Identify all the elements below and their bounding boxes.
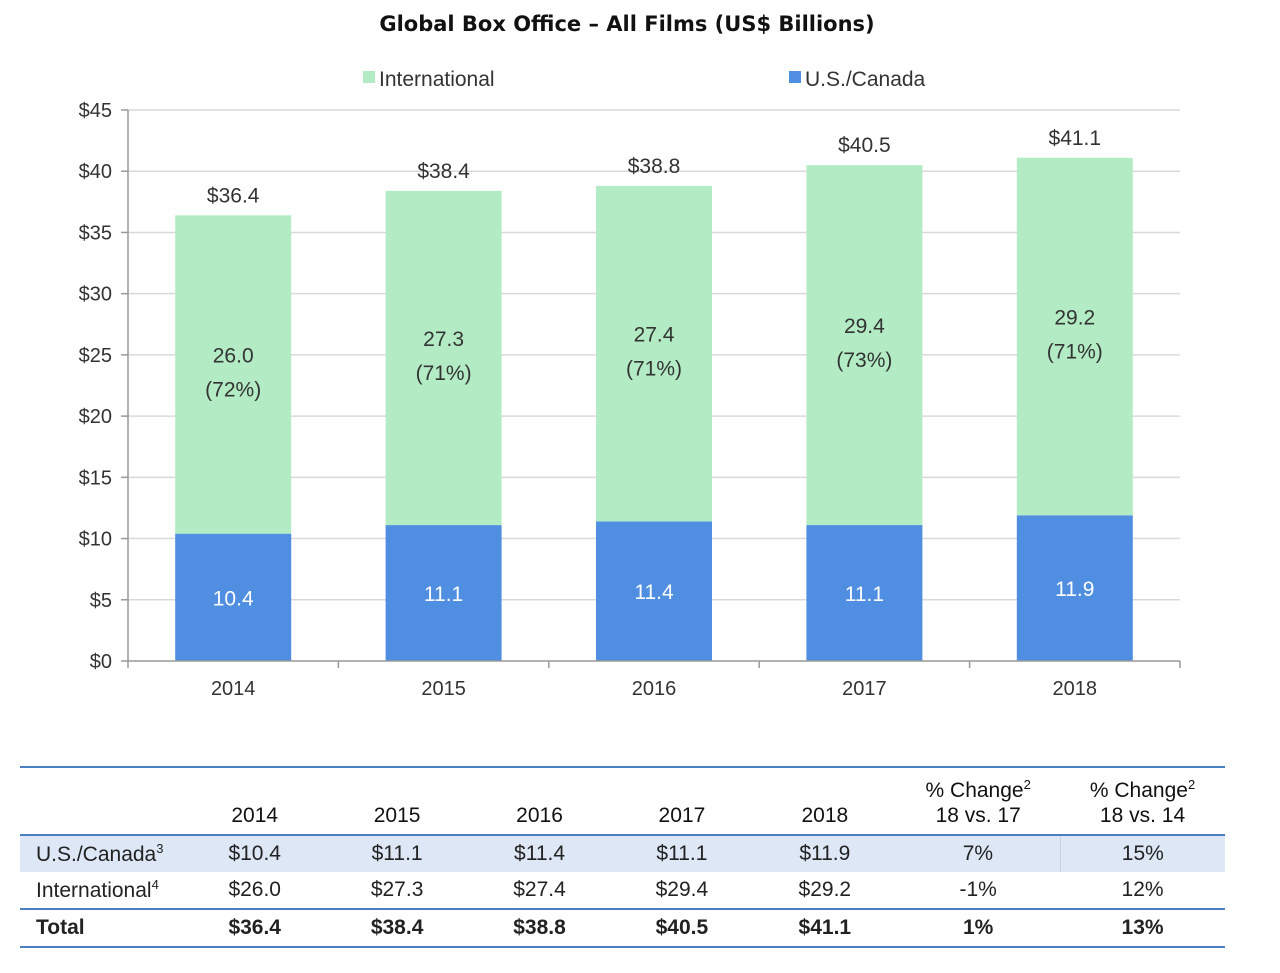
bar-us-canada [806, 525, 923, 661]
table-cell: 1% [896, 908, 1061, 948]
data-label-international-share: (72%) [205, 378, 261, 401]
table-cell: $38.8 [468, 908, 611, 948]
header-year: 2018 [801, 804, 849, 827]
table-cell: $29.4 [655, 878, 709, 901]
bars: 10.4 26.0 (72%) $36.4 11.1 27.3 (71%) $38.4 11.4… [175, 127, 1133, 661]
bar-us-canada [596, 521, 712, 661]
y-tick-label: $30 [79, 284, 112, 306]
table-cell: $11.4 [468, 835, 611, 872]
table-cell: $10.4 [183, 835, 326, 872]
row-label: Total [20, 908, 184, 948]
stacked-bar-chart: Global Box Office – All Films (US$ Billi… [79, 12, 1181, 700]
summary-table: 2014 2015 2016 2017 2018 % Change2 18 vs… [20, 766, 1225, 948]
data-label-us-canada: 11.9 [1055, 578, 1094, 601]
legend-swatch [789, 71, 801, 83]
table-cell: $29.2 [798, 878, 852, 901]
legend-label: U.S./Canada [805, 68, 926, 91]
x-tick-label: 2016 [632, 678, 677, 700]
table-cell: $26.0 [228, 878, 281, 901]
total-label: $41.1 [1049, 127, 1102, 150]
table-cell: $11.1 [325, 835, 469, 872]
header-year: 2014 [231, 804, 279, 827]
total-label: $40.5 [838, 134, 891, 157]
bar-international [385, 190, 502, 526]
y-tick-label: $25 [79, 345, 112, 367]
total-label: $36.4 [207, 184, 260, 207]
x-tick-label: 2018 [1053, 678, 1098, 700]
row-label: International4 [36, 877, 159, 902]
data-label-international: 27.4 [634, 324, 675, 347]
table-cell: 13% [1060, 908, 1225, 948]
table-cell: $11.9 [753, 835, 897, 872]
axes [127, 110, 1181, 668]
y-tick-label: $15 [79, 467, 112, 489]
header-change-18-vs-14: % Change2 18 vs. 14 [1089, 777, 1196, 827]
data-label-international-share: (71%) [1047, 341, 1103, 364]
y-axis-ticks: $0 $5 $10 $15 $20 $25 $30 $35 $40 $45 [79, 100, 128, 673]
table-cell: 15% [1059, 835, 1225, 872]
table-cell: $38.4 [325, 908, 469, 948]
table-row-international: International4 $26.0 $27.3 $27.4 $29.4 $… [20, 872, 1225, 909]
table-cell: $11.1 [610, 835, 754, 872]
data-label-international-share: (71%) [416, 362, 472, 385]
table-cell: $27.4 [513, 878, 566, 901]
header-year: 2016 [516, 804, 563, 827]
data-label-international-share: (73%) [836, 349, 892, 372]
header-year: 2015 [373, 804, 421, 827]
x-tick-label: 2017 [842, 678, 887, 700]
y-tick-label: $45 [79, 100, 112, 122]
table-cell: 7% [896, 835, 1061, 872]
legend: International U.S./Canada [363, 68, 926, 91]
table-cell: -1% [959, 878, 997, 901]
x-axis-labels: 2014 2015 2016 2017 2018 [211, 678, 1097, 700]
y-tick-label: $35 [79, 222, 112, 244]
total-label: $38.8 [628, 155, 681, 178]
chart-title: Global Box Office – All Films (US$ Billi… [379, 12, 874, 36]
data-label-us-canada: 11.1 [845, 583, 884, 606]
bar-international [175, 215, 292, 534]
y-tick-label: $10 [79, 529, 112, 551]
data-label-international: 27.3 [423, 328, 464, 351]
bar-international [1016, 157, 1133, 516]
table-cell: $36.4 [183, 908, 326, 948]
y-tick-label: $5 [90, 590, 112, 612]
bar-us-canada [1016, 515, 1133, 661]
header-change-18-vs-17: % Change2 18 vs. 17 [925, 777, 1031, 827]
x-tick-label: 2015 [421, 678, 466, 700]
data-label-us-canada: 11.1 [424, 583, 463, 606]
x-tick-label: 2014 [211, 678, 256, 700]
data-label-international: 29.4 [844, 315, 885, 338]
y-tick-label: $40 [79, 161, 112, 183]
table-cell: 12% [1121, 878, 1164, 901]
data-label-international-share: (71%) [626, 358, 682, 381]
table-header-row: 2014 2015 2016 2017 2018 % Change2 18 vs… [20, 767, 1225, 835]
table-cell: $27.3 [370, 878, 424, 901]
y-tick-label: $0 [90, 651, 112, 673]
data-label-us-canada: 11.4 [634, 581, 674, 604]
data-label-international: 29.2 [1054, 307, 1095, 330]
data-label-international: 26.0 [213, 344, 254, 367]
bar-us-canada [385, 525, 502, 661]
bar-international [806, 165, 923, 526]
header-year: 2017 [658, 804, 706, 827]
y-tick-label: $20 [79, 406, 112, 428]
table-cell: $40.5 [610, 908, 754, 948]
total-label: $38.4 [417, 160, 470, 183]
table-row-us-canada: U.S./Canada3 $10.4 $11.1 $11.4 $11.1 $11… [20, 835, 1225, 872]
bar-us-canada [175, 533, 292, 661]
legend-label: International [379, 68, 495, 91]
table-cell: $41.1 [753, 908, 897, 948]
bar-international [596, 185, 712, 522]
legend-swatch [363, 71, 375, 83]
row-label: U.S./Canada3 [20, 835, 184, 872]
header-blank [20, 767, 184, 835]
table-row-total: Total $36.4 $38.4 $38.8 $40.5 $41.1 1% 1… [20, 908, 1225, 948]
data-label-us-canada: 10.4 [213, 587, 254, 610]
